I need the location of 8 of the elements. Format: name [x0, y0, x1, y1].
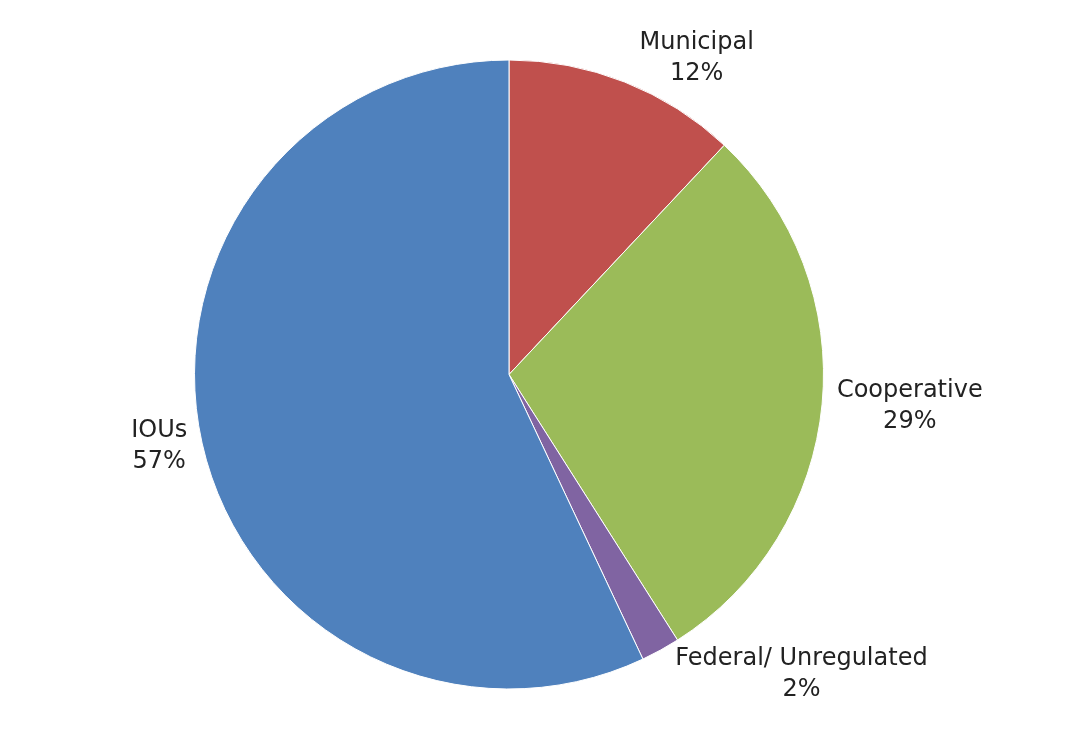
data-label: 29%	[883, 405, 937, 434]
data-label: 57%	[132, 446, 186, 475]
slice-label: Municipal	[639, 26, 754, 55]
slice-label: Federal/ Unregulated	[675, 643, 928, 672]
data-label: 2%	[782, 674, 821, 703]
slice-label: IOUs	[131, 414, 188, 443]
slice-label: Cooperative	[836, 374, 983, 403]
data-label: 12%	[670, 58, 724, 87]
